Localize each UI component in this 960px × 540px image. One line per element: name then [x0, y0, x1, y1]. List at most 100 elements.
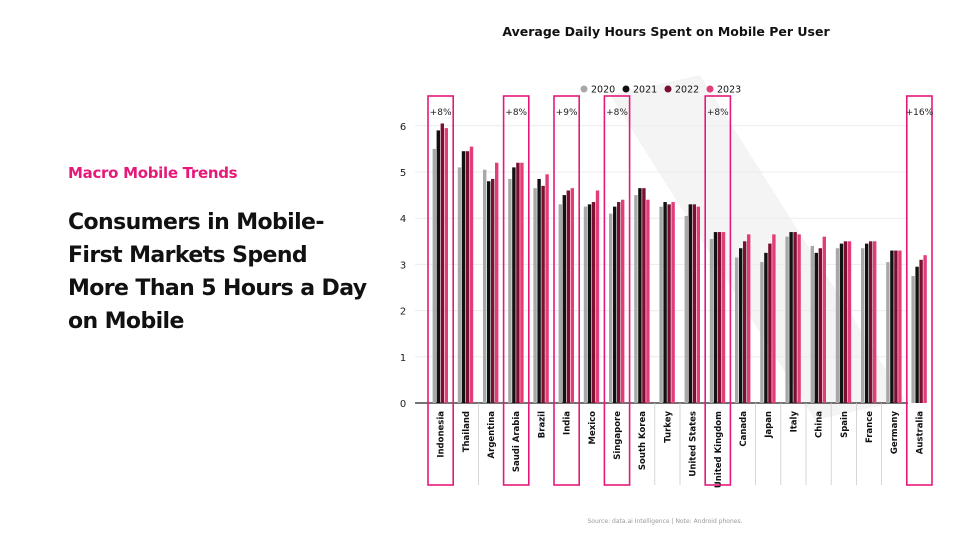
- bar-2020: [483, 169, 487, 403]
- growth-label: +9%: [556, 108, 578, 118]
- bar-2023: [595, 190, 600, 403]
- growth-label: +8%: [606, 108, 628, 118]
- bar-2020: [684, 215, 688, 403]
- bar-2021: [537, 178, 541, 403]
- bar-2021: [789, 232, 793, 403]
- x-tick-label: United States: [689, 411, 699, 477]
- source-note: Source: data.ai Intelligence | Note: And…: [587, 518, 742, 525]
- bar-2023: [822, 236, 826, 403]
- y-tick-label: 1: [400, 353, 406, 364]
- bar-2023: [570, 188, 574, 403]
- bar-2020: [835, 248, 840, 403]
- bar-2021: [663, 202, 667, 403]
- bar-2022: [541, 185, 545, 403]
- bar-2020: [583, 206, 588, 403]
- y-tick-label: 0: [400, 399, 406, 410]
- bar-2022: [919, 259, 923, 403]
- bar-2020: [533, 188, 537, 403]
- bar-2023: [545, 174, 549, 403]
- bar-2023: [898, 250, 902, 403]
- bar-2022: [793, 232, 797, 403]
- bar-2023: [747, 234, 751, 403]
- bar-2021: [764, 252, 768, 403]
- bar-2020: [785, 236, 789, 403]
- bar-2020: [735, 257, 739, 403]
- x-tick-label: Saudi Arabia: [512, 411, 522, 472]
- legend-marker: [622, 85, 630, 93]
- growth-label: +16%: [906, 108, 934, 118]
- bar-2023: [444, 128, 448, 404]
- y-tick-label: 2: [400, 307, 406, 318]
- bar-2020: [508, 178, 512, 403]
- legend-label: 2021: [633, 85, 657, 96]
- bar-2022: [768, 243, 772, 403]
- bar-2022: [894, 250, 898, 403]
- chart-title: Average Daily Hours Spent on Mobile Per …: [502, 24, 830, 39]
- bar-2021: [436, 130, 440, 404]
- bar-2020: [886, 262, 890, 403]
- growth-label: +8%: [430, 108, 452, 118]
- bar-2023: [772, 234, 776, 403]
- x-tick-label: Canada: [739, 411, 749, 447]
- x-tick-label: China: [815, 411, 825, 438]
- bar-2022: [491, 178, 495, 403]
- legend-marker: [664, 85, 672, 93]
- x-tick-label: Singapore: [613, 411, 623, 460]
- bar-2021: [739, 248, 743, 403]
- bar-2020: [709, 238, 714, 403]
- bar-2023: [520, 162, 524, 403]
- highlight-box: [603, 95, 631, 486]
- highlight-box: [553, 95, 581, 486]
- page-headline: Consumers in Mobile-First Markets Spend …: [68, 210, 367, 334]
- bar-2022: [591, 202, 596, 403]
- growth-label: +8%: [505, 108, 527, 118]
- x-tick-label: Australia: [915, 411, 925, 455]
- x-tick-label: Germany: [890, 411, 900, 455]
- highlight-box: [704, 95, 732, 486]
- bar-2023: [671, 202, 675, 403]
- bar-2020: [609, 213, 613, 403]
- bar-2023: [646, 199, 650, 403]
- bar-2022: [843, 241, 848, 403]
- watermark-shape: [610, 75, 905, 420]
- bar-2021: [688, 204, 692, 403]
- x-tick-label: India: [563, 411, 573, 435]
- y-tick-label: 5: [400, 168, 406, 179]
- bar-2023: [923, 255, 927, 403]
- x-tick-label: France: [865, 411, 875, 443]
- x-tick-label: Japan: [764, 411, 774, 439]
- x-tick-label: Indonesia: [437, 411, 447, 458]
- bar-2021: [814, 252, 818, 403]
- legend-marker: [706, 85, 714, 93]
- x-tick-label: United Kingdom: [714, 411, 724, 488]
- bar-2022: [667, 204, 671, 403]
- bar-2022: [617, 202, 621, 403]
- bar-2020: [760, 262, 764, 403]
- legend-label: 2022: [675, 85, 699, 96]
- x-tick-label: Turkey: [663, 411, 673, 443]
- x-tick-label: South Korea: [638, 411, 648, 470]
- bar-2022: [516, 162, 520, 403]
- highlight-box: [427, 95, 455, 486]
- y-tick-label: 3: [400, 260, 406, 271]
- bar-2022: [869, 241, 873, 403]
- bar-2023: [797, 234, 801, 403]
- x-tick-label: Thailand: [462, 411, 472, 452]
- growth-label: +8%: [707, 108, 729, 118]
- bar-2022: [717, 232, 722, 403]
- highlight-box: [905, 95, 933, 486]
- bar-2021: [587, 204, 592, 403]
- highlight-box: [502, 95, 530, 486]
- bar-2020: [634, 195, 638, 403]
- bar-2021: [839, 243, 844, 403]
- bar-2021: [562, 195, 566, 403]
- bar-2020: [457, 167, 462, 403]
- bar-2021: [890, 250, 894, 403]
- bar-2023: [621, 199, 625, 403]
- y-tick-label: 4: [400, 214, 406, 225]
- bar-2022: [465, 151, 470, 403]
- bar-2021: [613, 206, 617, 403]
- x-tick-label: Italy: [789, 411, 799, 433]
- bar-2021: [713, 232, 718, 403]
